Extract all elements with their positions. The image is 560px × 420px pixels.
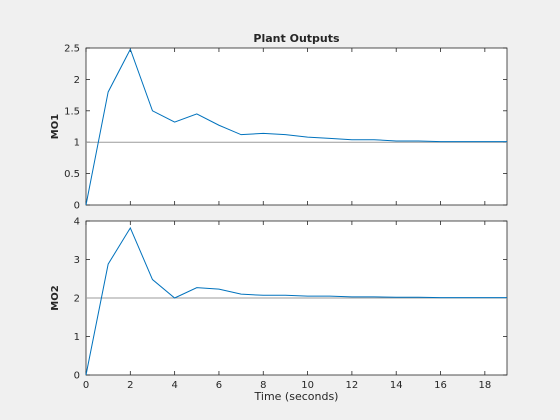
- xtick-label: 10: [301, 380, 314, 391]
- xtick-label: 4: [171, 380, 177, 391]
- ytick-label-mo2: 0: [74, 371, 80, 382]
- ytick-label-mo2: 2: [74, 294, 80, 305]
- axes-mo1: Plant Outputs MO1 0 0.5 1 1.5 2 2.5: [50, 32, 508, 212]
- ytick-label-mo1: 0: [74, 201, 80, 212]
- axes-mo1-background: [85, 47, 508, 206]
- ytick-label-mo1: 2.5: [64, 44, 80, 55]
- xlabel-time: Time (seconds): [254, 390, 339, 403]
- ytick-label-mo1: 2: [74, 75, 80, 86]
- series-line-mo1: [85, 48, 507, 206]
- ytick-label-mo1: 0.5: [64, 169, 80, 180]
- xtick-label: 14: [390, 380, 403, 391]
- series-line-mo2: [85, 226, 507, 376]
- xtick-label: 16: [434, 380, 447, 391]
- ytick-label-mo2: 4: [74, 217, 80, 228]
- ylabel-mo2: MO2: [50, 285, 61, 310]
- xtick-label: 18: [478, 380, 491, 391]
- ytick-label-mo1: 1.5: [64, 106, 80, 117]
- xtick-label: 8: [260, 380, 266, 391]
- ytick-label-mo2: 3: [74, 255, 80, 266]
- chart-title: Plant Outputs: [253, 32, 340, 45]
- ytick-label-mo2: 1: [74, 332, 80, 343]
- xtick-label: 12: [346, 380, 359, 391]
- ylabel-mo1: MO1: [50, 114, 61, 139]
- xtick-label: 2: [127, 380, 133, 391]
- xtick-label: 0: [83, 380, 89, 391]
- xtick-label: 6: [216, 380, 222, 391]
- ticks-mo1: 0 0.5 1 1.5 2 2.5: [64, 44, 507, 212]
- ytick-label-mo1: 1: [74, 138, 80, 149]
